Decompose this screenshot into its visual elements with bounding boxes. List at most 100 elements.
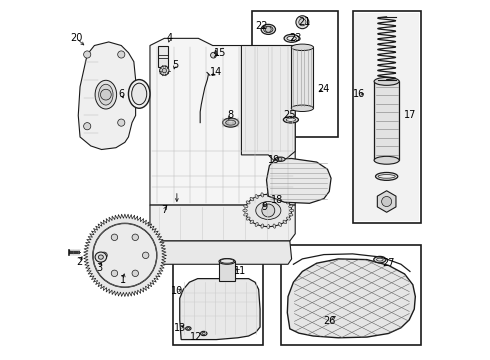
Ellipse shape bbox=[186, 327, 191, 330]
Bar bbox=[374, 81, 399, 160]
Circle shape bbox=[84, 123, 91, 130]
Bar bbox=[291, 47, 314, 108]
Ellipse shape bbox=[289, 205, 293, 208]
Ellipse shape bbox=[244, 205, 248, 208]
Text: 5: 5 bbox=[172, 60, 178, 70]
Ellipse shape bbox=[287, 36, 296, 41]
Ellipse shape bbox=[95, 80, 117, 109]
Ellipse shape bbox=[273, 224, 276, 228]
Text: 20: 20 bbox=[70, 33, 83, 43]
Ellipse shape bbox=[287, 201, 291, 204]
Ellipse shape bbox=[95, 252, 107, 262]
Ellipse shape bbox=[275, 157, 285, 161]
Ellipse shape bbox=[98, 255, 103, 259]
Polygon shape bbox=[150, 205, 295, 241]
Ellipse shape bbox=[261, 224, 264, 228]
Polygon shape bbox=[242, 45, 295, 160]
Text: 7: 7 bbox=[161, 206, 168, 216]
Circle shape bbox=[132, 270, 139, 276]
Text: 6: 6 bbox=[118, 89, 124, 99]
Ellipse shape bbox=[278, 194, 281, 198]
Ellipse shape bbox=[219, 258, 235, 264]
Ellipse shape bbox=[222, 118, 239, 127]
Circle shape bbox=[299, 19, 306, 26]
Text: 3: 3 bbox=[97, 263, 103, 273]
Bar bbox=[354, 13, 419, 221]
Circle shape bbox=[160, 66, 169, 75]
Text: 9: 9 bbox=[262, 202, 268, 212]
Ellipse shape bbox=[286, 118, 295, 121]
Ellipse shape bbox=[250, 197, 254, 201]
Ellipse shape bbox=[374, 77, 399, 85]
Circle shape bbox=[162, 68, 167, 73]
Text: 4: 4 bbox=[167, 33, 173, 43]
Ellipse shape bbox=[255, 222, 258, 226]
Ellipse shape bbox=[283, 117, 298, 123]
Circle shape bbox=[84, 51, 91, 58]
Ellipse shape bbox=[128, 80, 150, 108]
Text: 13: 13 bbox=[173, 323, 186, 333]
Ellipse shape bbox=[278, 222, 281, 226]
Ellipse shape bbox=[246, 217, 250, 220]
Ellipse shape bbox=[256, 202, 281, 220]
Text: 19: 19 bbox=[268, 155, 280, 165]
Circle shape bbox=[118, 119, 125, 126]
Bar bbox=[173, 252, 263, 345]
Text: 2: 2 bbox=[76, 257, 82, 267]
Ellipse shape bbox=[98, 84, 113, 105]
Ellipse shape bbox=[255, 194, 258, 198]
Polygon shape bbox=[157, 241, 292, 264]
Circle shape bbox=[266, 27, 271, 32]
Ellipse shape bbox=[287, 217, 291, 220]
Ellipse shape bbox=[283, 197, 287, 201]
Circle shape bbox=[296, 16, 309, 29]
Text: 8: 8 bbox=[227, 111, 234, 121]
Ellipse shape bbox=[244, 213, 248, 216]
Ellipse shape bbox=[225, 120, 236, 125]
Circle shape bbox=[101, 252, 107, 258]
Ellipse shape bbox=[289, 213, 293, 216]
Ellipse shape bbox=[283, 220, 287, 224]
Ellipse shape bbox=[202, 332, 205, 334]
Text: 16: 16 bbox=[353, 89, 365, 99]
Circle shape bbox=[111, 270, 118, 276]
Circle shape bbox=[211, 52, 216, 58]
Ellipse shape bbox=[374, 156, 399, 164]
Polygon shape bbox=[180, 279, 260, 339]
Circle shape bbox=[100, 89, 111, 100]
Ellipse shape bbox=[291, 44, 314, 50]
Text: 18: 18 bbox=[271, 195, 283, 205]
Bar bbox=[281, 244, 421, 345]
Text: 25: 25 bbox=[284, 110, 296, 120]
Polygon shape bbox=[287, 259, 416, 338]
Ellipse shape bbox=[261, 193, 264, 197]
Ellipse shape bbox=[284, 35, 299, 42]
Ellipse shape bbox=[200, 331, 207, 336]
Ellipse shape bbox=[261, 24, 275, 35]
Ellipse shape bbox=[267, 192, 270, 197]
Text: 12: 12 bbox=[191, 332, 203, 342]
Ellipse shape bbox=[273, 193, 276, 197]
Ellipse shape bbox=[267, 225, 270, 229]
Polygon shape bbox=[84, 214, 166, 297]
Ellipse shape bbox=[245, 194, 292, 226]
Text: 22: 22 bbox=[255, 21, 268, 31]
Text: 21: 21 bbox=[298, 17, 310, 27]
Text: 1: 1 bbox=[120, 275, 126, 285]
Circle shape bbox=[278, 157, 282, 161]
Bar bbox=[219, 261, 235, 281]
Circle shape bbox=[262, 204, 275, 217]
Text: 24: 24 bbox=[318, 84, 330, 94]
Ellipse shape bbox=[374, 256, 386, 263]
Ellipse shape bbox=[378, 175, 395, 178]
Ellipse shape bbox=[220, 259, 234, 263]
Ellipse shape bbox=[246, 201, 250, 204]
Text: 17: 17 bbox=[404, 111, 416, 121]
Ellipse shape bbox=[250, 220, 254, 224]
Text: 27: 27 bbox=[382, 258, 394, 268]
Text: 14: 14 bbox=[210, 67, 222, 77]
Ellipse shape bbox=[375, 172, 398, 180]
Circle shape bbox=[111, 234, 118, 240]
Text: 26: 26 bbox=[323, 316, 336, 325]
Ellipse shape bbox=[132, 83, 147, 105]
